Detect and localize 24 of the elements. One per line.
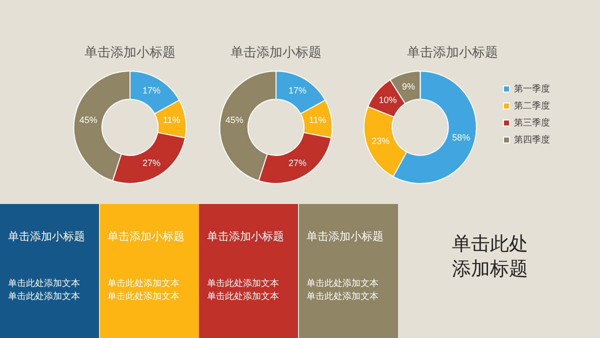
text-card: 单击添加小标题 单击此处添加文本 单击此处添加文本 <box>100 204 198 338</box>
chart-title: 单击添加小标题 <box>84 44 176 60</box>
data-label: 27% <box>142 158 160 168</box>
data-label: 11% <box>162 115 180 126</box>
data-label: 45% <box>79 115 98 126</box>
data-label: 58% <box>452 132 470 142</box>
text-card: 单击添加小标题 单击此处添加文本 单击此处添加文本 <box>0 204 99 338</box>
legend-label: 第一季度 <box>514 83 550 94</box>
chart-title: 单击添加小标题 <box>230 44 322 60</box>
text-card: 单击添加小标题 单击此处添加文本 单击此处添加文本 <box>199 204 298 338</box>
legend-label: 第二季度 <box>514 100 550 110</box>
data-label: 17% <box>142 86 160 96</box>
chart-title: 单击添加小标题 <box>407 44 498 60</box>
data-label: 10% <box>378 94 397 105</box>
data-label: 17% <box>288 86 306 96</box>
data-label: 11% <box>308 115 326 126</box>
data-label: 45% <box>225 115 244 126</box>
data-label: 9% <box>402 81 415 92</box>
data-label: 27% <box>288 158 306 168</box>
data-label: 23% <box>372 136 390 146</box>
legend-label: 第四季度 <box>514 134 550 144</box>
text-card: 单击添加小标题 单击此处添加文本 单击此处添加文本 <box>298 204 398 338</box>
text: 单击此处添加标题 <box>452 233 529 282</box>
legend-label: 第三季度 <box>514 117 550 128</box>
